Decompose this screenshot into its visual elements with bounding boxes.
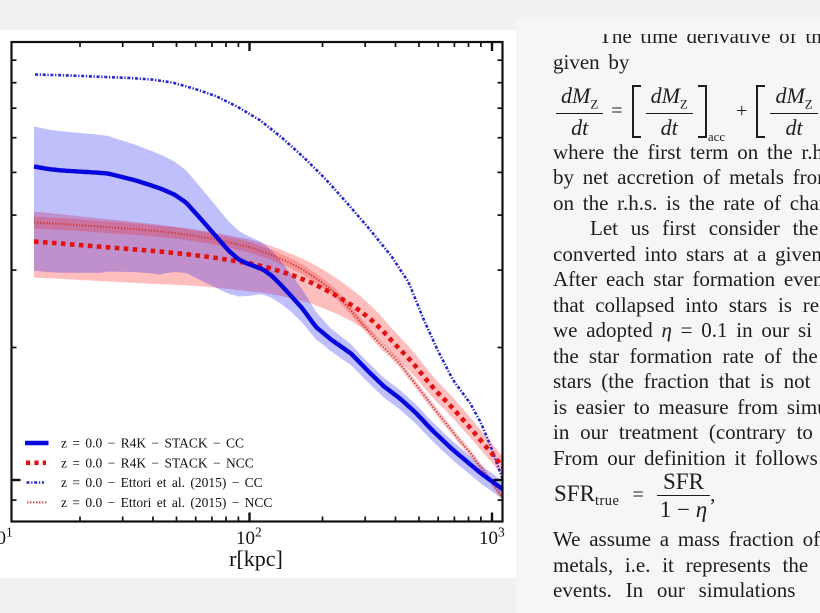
- svg-text:z = 0.0 − Ettori et al. (2015): z = 0.0 − Ettori et al. (2015) − CC: [61, 475, 263, 490]
- svg-text:z = 0.0 − R4K − STACK − CC: z = 0.0 − R4K − STACK − CC: [61, 436, 244, 451]
- svg-text:r[kpc]: r[kpc]: [229, 546, 283, 571]
- svg-text:101: 101: [0, 525, 13, 550]
- svg-text:z = 0.0 − Ettori et al. (2015): z = 0.0 − Ettori et al. (2015) − NCC: [61, 495, 272, 510]
- svg-text:103: 103: [479, 525, 505, 550]
- svg-text:z = 0.0 − R4K − STACK − NCC: z = 0.0 − R4K − STACK − NCC: [61, 455, 254, 470]
